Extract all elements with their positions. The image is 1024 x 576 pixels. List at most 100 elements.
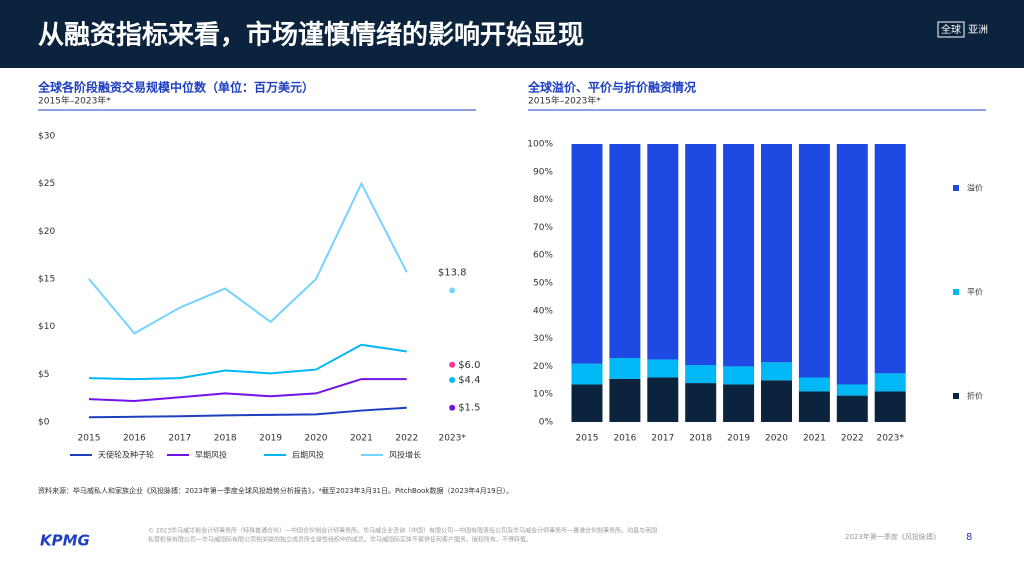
- legend-label: 平价: [967, 288, 983, 297]
- y-tick-label: 60%: [533, 251, 553, 261]
- bar-segment: [609, 144, 641, 359]
- x-tick-label: 2019: [727, 434, 750, 444]
- badge: 亚洲: [968, 24, 988, 36]
- logo: KPMG: [40, 532, 90, 550]
- bar-segment: [571, 384, 603, 422]
- legend-label: 早期风投: [195, 450, 227, 460]
- chart-title: 全球溢价、平价与折价融资情况: [527, 80, 696, 95]
- series-line: [88, 343, 407, 381]
- bar-segment: [836, 384, 868, 396]
- bar-segment: [609, 358, 641, 379]
- legend-label: 后期风投: [292, 450, 324, 460]
- bar-segment: [685, 383, 717, 422]
- data-label: $4.4: [458, 375, 480, 386]
- y-tick-label: $5: [38, 370, 49, 380]
- x-tick-label: 2018: [689, 434, 712, 444]
- y-tick-label: $10: [38, 322, 55, 332]
- slide-title: 从融资指标来看，市场谨慎情绪的影响开始显现: [38, 20, 584, 51]
- source: 资料来源：毕马威私人和家族企业《风投脉搏：2023年第一季度全球风投趋势分析报告…: [38, 486, 513, 495]
- legend-label: 天使轮及种子轮: [98, 450, 154, 460]
- y-tick-label: 90%: [533, 167, 553, 177]
- legend-swatch: [953, 393, 959, 399]
- x-tick-label: 2018: [214, 434, 237, 444]
- bar-segment: [798, 377, 830, 392]
- y-tick-label: $30: [38, 132, 55, 142]
- bar-segment: [761, 380, 792, 422]
- disclaimer: 私营担保有限公司—毕马威国际有限公司相关联的独立成员所全球性组织中的成员。毕马威…: [148, 536, 532, 544]
- x-tick-label: 2015: [576, 434, 599, 444]
- legend-label: 折价: [967, 391, 983, 401]
- series-line: [88, 181, 408, 335]
- x-tick-label: 2017: [651, 434, 674, 444]
- bar-segment: [685, 365, 717, 384]
- x-tick-label: 2021: [350, 434, 373, 444]
- report-name: 2023年第一季度《风投脉搏》: [845, 532, 940, 541]
- y-tick-label: $20: [38, 227, 55, 237]
- x-tick-label: 2015: [78, 434, 101, 444]
- data-label: $1.5: [458, 403, 480, 414]
- chart-subtitle: 2015年–2023年*: [528, 95, 601, 107]
- y-tick-label: $25: [38, 179, 55, 189]
- y-tick-label: 30%: [533, 334, 553, 344]
- x-tick-label: 2021: [803, 434, 826, 444]
- y-tick-label: 10%: [533, 390, 553, 400]
- y-tick-label: $0: [38, 418, 50, 428]
- point: [449, 361, 456, 368]
- chart-title: 全球各阶段融资交易规模中位数（单位：百万美元）: [37, 80, 314, 95]
- bar-segment: [836, 395, 868, 422]
- y-tick-label: 20%: [533, 362, 553, 372]
- bar-segment: [685, 144, 717, 366]
- legend-label: 风投增长: [389, 450, 421, 460]
- bar-segment: [571, 144, 603, 364]
- x-tick-label: 2022: [841, 434, 864, 444]
- bar-segment: [723, 144, 755, 367]
- y-tick-label: 70%: [533, 223, 553, 233]
- bar-segment: [647, 144, 679, 360]
- bar-segment: [761, 144, 792, 363]
- x-tick-label: 2023*: [876, 434, 904, 444]
- y-tick-label: 50%: [533, 279, 553, 289]
- bar-segment: [723, 366, 755, 385]
- bar-segment: [798, 144, 830, 378]
- bar-segment: [571, 363, 603, 385]
- y-tick-label: 100%: [527, 140, 553, 150]
- bar-segment: [836, 144, 868, 385]
- bar-segment: [647, 377, 679, 422]
- x-tick-label: 2023*: [438, 434, 466, 444]
- bar-segment: [723, 384, 755, 422]
- series-line: [88, 406, 407, 419]
- data-label: $6.0: [458, 360, 480, 371]
- y-tick-label: 80%: [533, 195, 553, 205]
- series-line: [88, 378, 407, 403]
- y-tick-label: 0%: [539, 418, 554, 428]
- legend-swatch: [953, 185, 959, 191]
- bar-segment: [798, 391, 830, 422]
- x-tick-label: 2016: [123, 434, 146, 444]
- chart-subtitle: 2015年–2023年*: [38, 95, 111, 107]
- point: [449, 404, 456, 411]
- bar-segment: [874, 373, 906, 392]
- x-tick-label: 2020: [305, 434, 328, 444]
- legend-swatch: [953, 289, 959, 295]
- y-tick-label: $15: [38, 275, 55, 285]
- point: [449, 377, 456, 384]
- disclaimer: © 2023毕马威华振会计师事务所（特殊普通合伙）—中国合伙制会计师事务所，毕马…: [148, 527, 657, 535]
- x-tick-label: 2022: [395, 434, 418, 444]
- bar-segment: [609, 378, 641, 422]
- legend-label: 溢价: [967, 183, 983, 193]
- header-bar: [0, 0, 1024, 68]
- x-tick-label: 2017: [168, 434, 191, 444]
- data-label: $13.8: [438, 267, 467, 278]
- y-tick-label: 40%: [533, 306, 553, 316]
- x-tick-label: 2016: [613, 434, 636, 444]
- point: [449, 287, 456, 294]
- bar-segment: [874, 391, 906, 422]
- page-number: 8: [966, 532, 972, 543]
- badge-box: [937, 21, 965, 38]
- badge: 全球: [941, 23, 961, 36]
- x-tick-label: 2020: [765, 434, 788, 444]
- bar-segment: [874, 144, 906, 374]
- bar-segment: [761, 362, 792, 381]
- bar-segment: [647, 359, 679, 378]
